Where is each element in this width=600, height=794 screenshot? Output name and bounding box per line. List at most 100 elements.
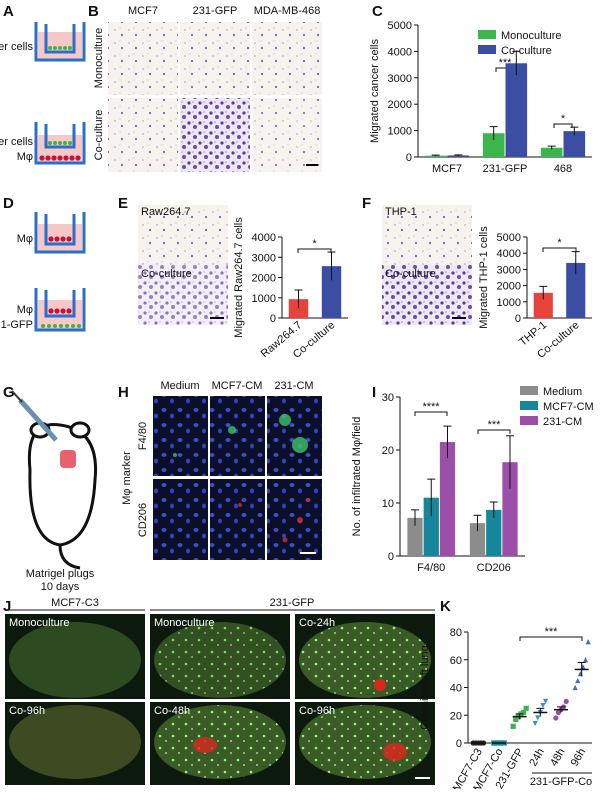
images-h: Medium MCF7-CM 231-CM F4/80 CD206 Mφ mar… (121, 380, 322, 560)
error-bar (427, 478, 436, 517)
column-label: Medium (160, 380, 199, 392)
bar (502, 462, 518, 556)
y-tick-label: 0 (388, 551, 394, 563)
significance-bracket (519, 636, 583, 641)
significance-bracket (297, 248, 332, 253)
bar (407, 517, 423, 556)
error-bar (443, 425, 452, 458)
column-label: MCF7-CM (212, 380, 263, 392)
y-axis-label: Migrated cancer cells (369, 39, 381, 143)
annotation: * (312, 238, 317, 250)
legend-label: Co-culture (501, 45, 552, 57)
images-b: MCF7 231-GFP MDA-MB-468 Monoculture Co-c… (93, 5, 322, 172)
error-bar (327, 251, 336, 281)
panel-letter: I (372, 384, 376, 401)
legend-swatch (520, 416, 538, 425)
error-bar (506, 435, 514, 489)
legend-swatch (520, 386, 538, 395)
panel-letter: F (362, 195, 371, 212)
legend-label: 231-CM (543, 416, 582, 428)
annotation: *** (545, 626, 559, 638)
group-label: 231-GFP-Co (530, 776, 592, 788)
row-label: Monoculture (93, 28, 105, 89)
panel-letter: G (3, 384, 15, 401)
point (540, 702, 546, 709)
y-tick-label: 3000 (252, 252, 276, 264)
error-bar (571, 251, 580, 275)
y-tick-label: 5000 (497, 232, 521, 244)
y-tick-label: 4000 (388, 46, 412, 58)
image-label: Monoculture (154, 617, 215, 629)
y-tick-label: 3000 (497, 264, 521, 276)
y-tick-label: 20 (382, 445, 394, 457)
label: 231-GFP (0, 319, 33, 331)
y-tick-label: 0 (270, 313, 276, 325)
label: Matrigel plugs (26, 568, 95, 580)
point (542, 698, 549, 704)
legend-swatch (520, 401, 538, 410)
label: Cancer cells (0, 41, 33, 53)
label: Cancer cells (0, 136, 33, 148)
error-bar (411, 509, 419, 526)
row-label: F4/80 (137, 422, 149, 450)
legend-swatch (478, 45, 496, 54)
y-tick-label: 1000 (252, 293, 276, 305)
bar (486, 509, 502, 556)
bar (439, 442, 456, 556)
legend-label: MCF7-CM (543, 401, 594, 413)
annotation: * (561, 113, 566, 125)
legend-label: Medium (543, 386, 582, 398)
image-label: Co-culture (385, 268, 436, 280)
image-label: Co-24h (299, 617, 335, 629)
legend-label: Monoculture (501, 30, 562, 42)
point (572, 684, 578, 691)
image-label: Co-48h (154, 705, 190, 717)
significance-bracket (553, 123, 573, 128)
images-ef: Raw264.7 Co-culture THP-1 Co-culture (138, 205, 472, 325)
annotation: *** (488, 419, 502, 431)
label: Mφ (17, 233, 33, 245)
error-bar (473, 514, 482, 532)
error-bar (577, 662, 586, 677)
y-axis-label: Migrated THP-1 cells (478, 226, 490, 329)
y-tick-label: 5000 (388, 20, 412, 32)
panel-letter: A (3, 3, 14, 20)
bar (321, 266, 342, 318)
bar (533, 292, 553, 318)
images-j: MCF7-C3 231-GFP Monoculture Monoculture … (5, 597, 435, 785)
error-bar (489, 501, 498, 518)
label: Mφ (17, 151, 33, 163)
x-tick-label: CD206 (477, 562, 511, 574)
row-label: CD206 (137, 503, 149, 537)
y-tick-label: 1000 (497, 297, 521, 309)
y-tick-label: 1000 (388, 126, 412, 138)
significance-bracket (542, 247, 577, 252)
letters: A B C D E F G H I J K (3, 3, 451, 615)
point (513, 716, 519, 723)
point (582, 657, 589, 663)
y-tick-label: 60 (450, 655, 462, 667)
column-label: 231-GFP (193, 5, 238, 17)
image-label: Monoculture (9, 617, 70, 629)
point (563, 698, 569, 704)
legend-swatch (478, 30, 496, 39)
mouse: Matrigel plugs 10 days (11, 390, 98, 593)
image-label: Co-culture (141, 268, 192, 280)
y-tick-label: 10 (382, 498, 394, 510)
side-label: Mφ marker (121, 451, 133, 505)
error-bar (515, 713, 524, 720)
y-tick-label: 20 (450, 710, 462, 722)
transwell-d: Mφ Mφ 231-GFP (0, 212, 86, 332)
y-tick-label: 4000 (252, 232, 276, 244)
image-label: Co-96h (299, 705, 335, 717)
y-tick-label: 40 (450, 683, 462, 695)
transwell-a: Cancer cells Cancer cells Mφ (0, 22, 86, 165)
y-tick-label: 0 (456, 738, 462, 750)
error-bar (489, 126, 498, 140)
bar (566, 262, 586, 318)
significance-bracket (477, 429, 511, 434)
panel-letter: E (118, 195, 128, 212)
y-tick-label: 4000 (497, 248, 521, 260)
bar (469, 523, 486, 556)
